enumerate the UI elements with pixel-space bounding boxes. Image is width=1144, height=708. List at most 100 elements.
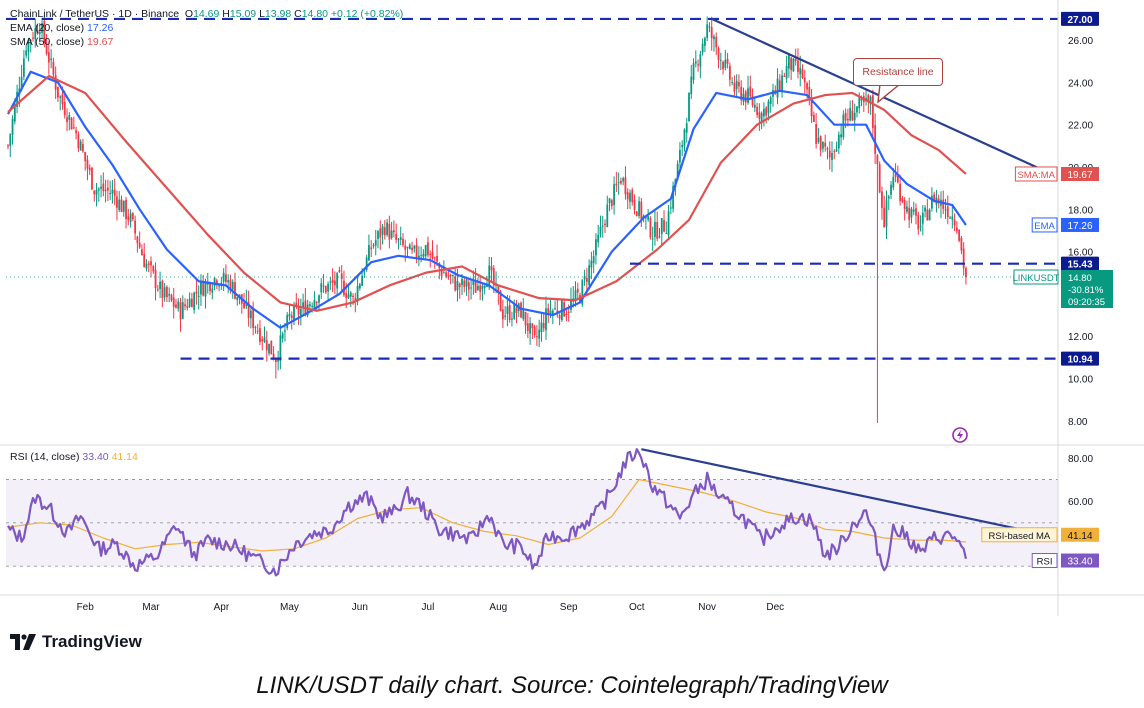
candle-body (261, 339, 264, 342)
candle-body (717, 48, 720, 60)
candle (465, 277, 468, 296)
candle (878, 161, 881, 194)
candle (220, 276, 223, 290)
candle (778, 74, 781, 92)
sma-legend[interactable]: SMA (50, close) 19.67 (10, 36, 113, 49)
candle-body (810, 97, 813, 117)
candle-body (570, 299, 572, 310)
candle (717, 46, 720, 69)
candle-body (347, 294, 350, 298)
candle-body (590, 260, 593, 268)
candle-body (776, 78, 779, 98)
candle-body (896, 176, 899, 183)
candle (86, 155, 89, 181)
candle (856, 106, 858, 118)
candle-body (797, 60, 799, 72)
candle-body (327, 283, 329, 292)
candle-body (595, 239, 597, 256)
price-pane[interactable] (6, 15, 1058, 443)
candle (327, 281, 329, 302)
level-price-label: 15.43 (1067, 260, 1092, 271)
candle-body (93, 190, 96, 195)
candle (640, 197, 643, 228)
candle (921, 205, 924, 236)
candle (694, 50, 697, 68)
candle-body (463, 280, 466, 288)
candle-body (324, 286, 327, 293)
candle-body (413, 245, 416, 249)
candle (66, 108, 68, 131)
candle (629, 189, 631, 209)
candle-body (256, 330, 259, 332)
candle-body (758, 112, 761, 119)
time-tick-label: Sep (560, 602, 578, 613)
candle-body (306, 304, 309, 316)
candle-body (175, 304, 177, 308)
rsi-line (7, 448, 968, 577)
candle (188, 292, 191, 308)
resistance-line-callout: Resistance line (853, 58, 943, 86)
candle-body (697, 64, 699, 66)
candle (390, 221, 393, 240)
candle-body (965, 268, 967, 277)
candle (429, 250, 432, 268)
candle (370, 240, 373, 258)
candle-body (422, 253, 425, 257)
candle (472, 270, 475, 295)
candle-body (649, 218, 652, 238)
candle (383, 220, 386, 240)
candle-body (41, 23, 43, 33)
candle-body (540, 322, 543, 333)
candle-body (479, 285, 482, 293)
candle (175, 298, 177, 309)
candle (424, 244, 427, 259)
candle (388, 215, 391, 249)
candle-body (626, 192, 629, 200)
candle-body (22, 58, 25, 77)
event-flag-icon[interactable] (952, 427, 968, 443)
candle (354, 292, 357, 313)
candle-body (433, 257, 436, 259)
candle (138, 231, 141, 249)
rsi-legend[interactable]: RSI (14, close) 33.40 41.14 (10, 451, 138, 464)
time-tick-label: Mar (142, 602, 160, 613)
candle-body (867, 95, 870, 103)
candle (576, 282, 579, 300)
time-tick-label: Nov (698, 602, 716, 613)
candle (159, 271, 161, 298)
candle-body (831, 152, 833, 161)
candle (168, 287, 171, 303)
candle-body (633, 199, 636, 210)
time-tick-label: Apr (214, 602, 230, 613)
candle (962, 242, 965, 276)
ema-legend[interactable]: EMA (20, close) 17.26 (10, 22, 113, 35)
candle (529, 317, 531, 345)
candle (302, 293, 304, 315)
candle-body (399, 237, 402, 240)
candle-body (381, 226, 384, 235)
candle-body (597, 234, 600, 243)
candle-body (166, 286, 168, 298)
candle (733, 75, 736, 96)
candle (831, 141, 833, 173)
candle-body (43, 21, 46, 42)
candle (333, 271, 336, 295)
candle-body (567, 311, 570, 313)
event-flag-ring (952, 427, 968, 443)
candle-body (406, 246, 409, 248)
candle (617, 172, 620, 195)
candle (722, 60, 724, 75)
rsi-pane[interactable] (6, 448, 1058, 577)
candle (840, 123, 842, 146)
candle-body (195, 291, 198, 294)
candle (104, 179, 107, 203)
candle-body (9, 134, 12, 146)
candle-body (869, 96, 872, 104)
rsi-resistance-trendline[interactable] (641, 448, 1042, 535)
resistance-trendline[interactable] (711, 17, 1042, 171)
candle (536, 325, 538, 347)
candle-body (513, 304, 516, 319)
candle-body (654, 221, 656, 237)
candle-body (565, 313, 568, 315)
